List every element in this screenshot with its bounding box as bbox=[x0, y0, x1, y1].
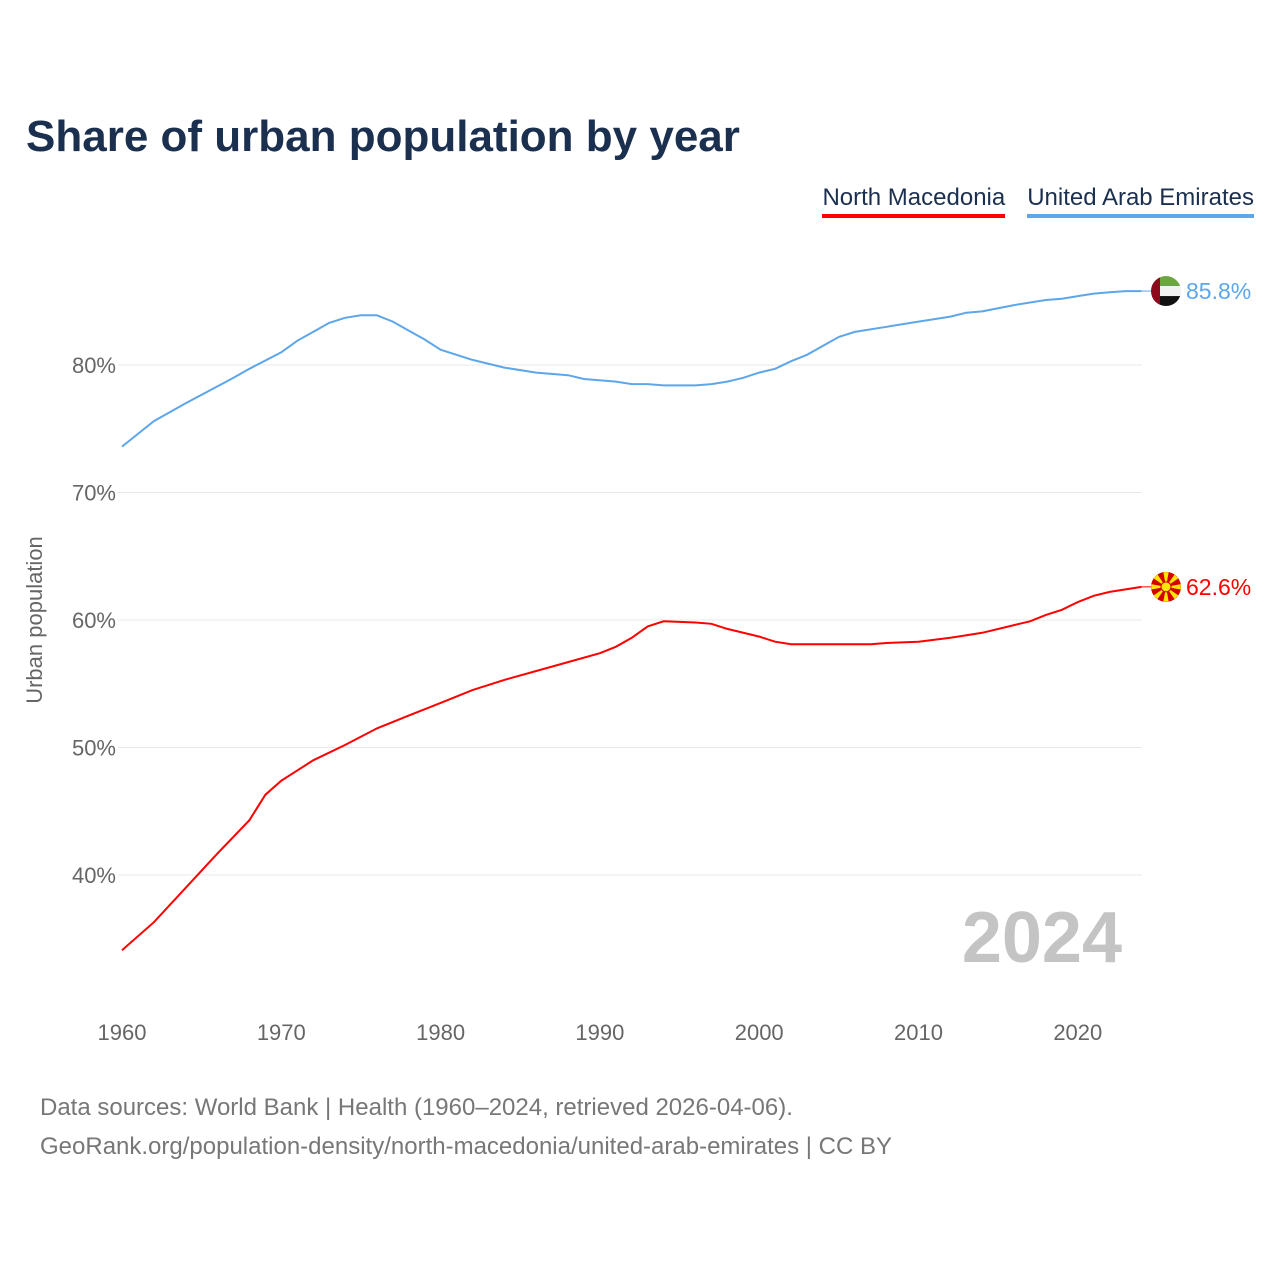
end-value-label: 85.8% bbox=[1186, 278, 1251, 304]
y-axis-label: Urban population bbox=[22, 536, 47, 704]
chart-area: 40% 50% 60% 70% 80% 1960 1970 1980 1990 2000 2010 2… bbox=[22, 276, 1251, 1045]
y-tick-label: 80% bbox=[72, 353, 116, 378]
series-line-united-arab-emirates bbox=[121, 290, 1142, 448]
y-tick-label: 60% bbox=[72, 608, 116, 633]
x-tick-label: 2020 bbox=[1053, 1020, 1102, 1045]
x-tick-label: 1990 bbox=[575, 1020, 624, 1045]
chart-title: Share of urban population by year bbox=[26, 112, 740, 161]
footer: Data sources: World Bank | Health (1960–… bbox=[40, 1088, 892, 1166]
uae-flag-icon bbox=[1151, 276, 1181, 307]
x-tick-label: 2000 bbox=[735, 1020, 784, 1045]
y-tick-label: 50% bbox=[72, 736, 116, 761]
end-value-label: 62.6% bbox=[1186, 574, 1251, 600]
x-tick-label: 1960 bbox=[98, 1020, 147, 1045]
x-tick-label: 1970 bbox=[257, 1020, 306, 1045]
legend: North Macedonia United Arab Emirates bbox=[822, 184, 1254, 218]
series-line-north-macedonia bbox=[121, 585, 1142, 951]
x-tick-label: 2010 bbox=[894, 1020, 943, 1045]
year-annotation: 2024 bbox=[962, 898, 1122, 978]
legend-item-north-macedonia[interactable]: North Macedonia bbox=[822, 184, 1006, 218]
north-macedonia-flag-icon bbox=[1151, 571, 1181, 602]
footer-attribution[interactable]: GeoRank.org/population-density/north-mac… bbox=[40, 1133, 893, 1160]
footer-sources: Data sources: World Bank | Health (1960–… bbox=[40, 1094, 793, 1121]
x-tick-label: 1980 bbox=[416, 1020, 465, 1045]
y-tick-label: 70% bbox=[72, 481, 116, 506]
y-tick-label: 40% bbox=[72, 863, 116, 888]
legend-item-united-arab-emirates[interactable]: United Arab Emirates bbox=[1027, 184, 1254, 218]
